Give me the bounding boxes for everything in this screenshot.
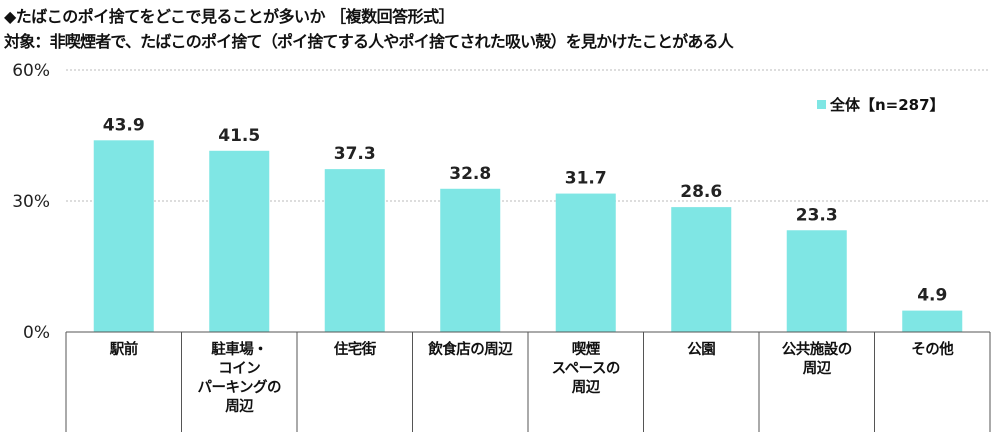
bar-value-label: 23.3 <box>796 205 838 225</box>
x-category-label: 飲食店の周辺 <box>428 342 513 358</box>
bar-value-label: 37.3 <box>334 144 376 164</box>
y-tick-label: 30% <box>12 192 50 212</box>
bar <box>93 140 154 332</box>
x-category-label: 駅前 <box>109 342 139 358</box>
bar-value-label: 31.7 <box>565 169 607 189</box>
x-category-label: 公共施設の 周辺 <box>781 342 853 377</box>
legend-label: 全体【n=287】 <box>830 96 945 114</box>
x-category-label: 喫煙 スペースの 周辺 <box>551 342 621 396</box>
bar-value-label: 28.6 <box>680 182 722 202</box>
bar-value-label: 43.9 <box>103 115 145 135</box>
x-category-label: 駐車場・ コイン パーキングの 周辺 <box>197 342 282 415</box>
legend-swatch <box>817 100 826 109</box>
bar <box>671 207 732 332</box>
y-tick-label: 60% <box>12 61 50 81</box>
x-category-label: 公園 <box>687 342 716 358</box>
bar-value-label: 4.9 <box>917 286 947 306</box>
bar <box>440 188 501 332</box>
x-category-label: 住宅街 <box>333 342 377 358</box>
bar <box>209 150 270 332</box>
bar <box>324 169 385 332</box>
bar-value-label: 41.5 <box>218 126 260 146</box>
x-category-label: その他 <box>911 342 954 358</box>
bar-value-label: 32.8 <box>449 164 491 184</box>
chart-subtitle: 対象：非喫煙者で、たばこのポイ捨て（ポイ捨てする人やポイ捨てされた吸い殻）を見か… <box>4 32 734 51</box>
chart-title: ◆たばこのポイ捨てをどこで見ることが多いか ［複数回答形式］ <box>4 7 455 26</box>
bar <box>555 193 616 332</box>
y-tick-label: 0% <box>23 323 50 343</box>
bar <box>786 230 847 332</box>
bar <box>902 310 963 332</box>
legend: 全体【n=287】 <box>817 94 945 115</box>
